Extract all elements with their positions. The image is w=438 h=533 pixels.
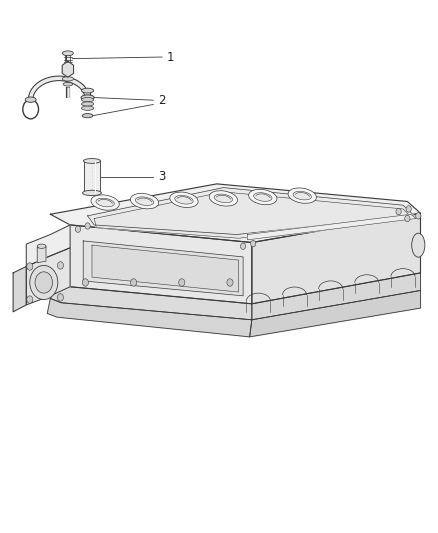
- Polygon shape: [247, 214, 416, 240]
- Polygon shape: [26, 225, 70, 266]
- Circle shape: [416, 213, 421, 219]
- Polygon shape: [252, 273, 420, 320]
- Polygon shape: [37, 246, 46, 263]
- Ellipse shape: [81, 95, 94, 100]
- Circle shape: [396, 208, 401, 215]
- Polygon shape: [250, 290, 420, 337]
- Ellipse shape: [214, 194, 233, 203]
- Ellipse shape: [254, 193, 272, 201]
- Ellipse shape: [288, 188, 316, 203]
- Polygon shape: [84, 161, 100, 193]
- Ellipse shape: [62, 51, 73, 56]
- Circle shape: [406, 206, 411, 212]
- Text: 3: 3: [158, 171, 165, 183]
- Polygon shape: [88, 188, 414, 235]
- Circle shape: [35, 272, 53, 293]
- Circle shape: [57, 262, 64, 269]
- Polygon shape: [47, 298, 252, 337]
- Ellipse shape: [83, 159, 100, 163]
- Polygon shape: [252, 213, 420, 304]
- Ellipse shape: [412, 233, 425, 257]
- Ellipse shape: [82, 190, 101, 196]
- Circle shape: [405, 215, 410, 222]
- Polygon shape: [13, 266, 26, 312]
- Text: 1: 1: [166, 51, 174, 63]
- Polygon shape: [83, 241, 243, 296]
- Ellipse shape: [175, 196, 193, 204]
- Circle shape: [131, 279, 137, 286]
- Ellipse shape: [249, 189, 277, 205]
- Ellipse shape: [91, 195, 119, 210]
- Polygon shape: [50, 184, 420, 243]
- Ellipse shape: [170, 192, 198, 207]
- Ellipse shape: [63, 82, 73, 86]
- Polygon shape: [62, 61, 74, 77]
- Ellipse shape: [81, 102, 94, 106]
- Circle shape: [82, 279, 88, 286]
- Ellipse shape: [81, 88, 94, 93]
- Ellipse shape: [96, 198, 114, 207]
- Circle shape: [27, 296, 33, 303]
- Circle shape: [57, 294, 64, 301]
- Circle shape: [85, 223, 90, 229]
- Text: 2: 2: [158, 94, 165, 107]
- Polygon shape: [70, 225, 252, 304]
- Ellipse shape: [209, 191, 237, 206]
- Ellipse shape: [135, 197, 154, 205]
- Polygon shape: [92, 245, 239, 292]
- Circle shape: [179, 279, 185, 286]
- Ellipse shape: [81, 98, 94, 102]
- Ellipse shape: [82, 114, 93, 118]
- Circle shape: [75, 226, 81, 232]
- Ellipse shape: [131, 193, 159, 209]
- Polygon shape: [50, 287, 252, 320]
- Circle shape: [240, 243, 246, 249]
- Polygon shape: [94, 192, 412, 238]
- Circle shape: [251, 240, 256, 247]
- Ellipse shape: [37, 244, 46, 248]
- Circle shape: [227, 279, 233, 286]
- Circle shape: [27, 263, 33, 270]
- Polygon shape: [26, 248, 70, 305]
- Ellipse shape: [81, 106, 94, 110]
- Ellipse shape: [293, 191, 311, 200]
- Circle shape: [30, 265, 58, 300]
- Ellipse shape: [62, 77, 74, 81]
- Ellipse shape: [25, 97, 36, 102]
